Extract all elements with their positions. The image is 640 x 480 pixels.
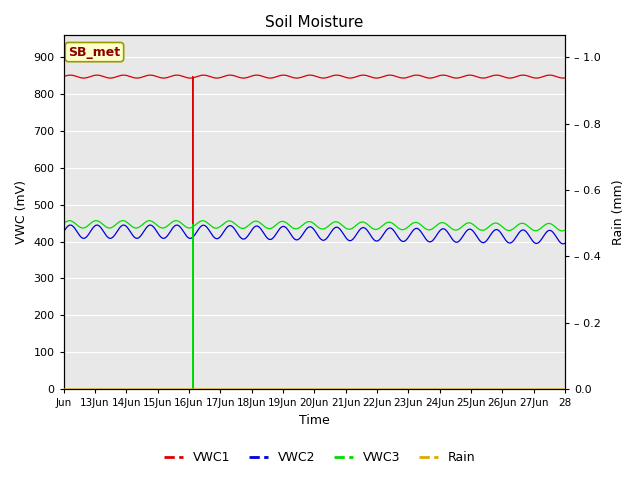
Text: SB_met: SB_met [68, 46, 120, 59]
Legend: VWC1, VWC2, VWC3, Rain: VWC1, VWC2, VWC3, Rain [159, 446, 481, 469]
Y-axis label: Rain (mm): Rain (mm) [612, 180, 625, 245]
X-axis label: Time: Time [299, 414, 330, 427]
Y-axis label: VWC (mV): VWC (mV) [15, 180, 28, 244]
Title: Soil Moisture: Soil Moisture [265, 15, 364, 30]
